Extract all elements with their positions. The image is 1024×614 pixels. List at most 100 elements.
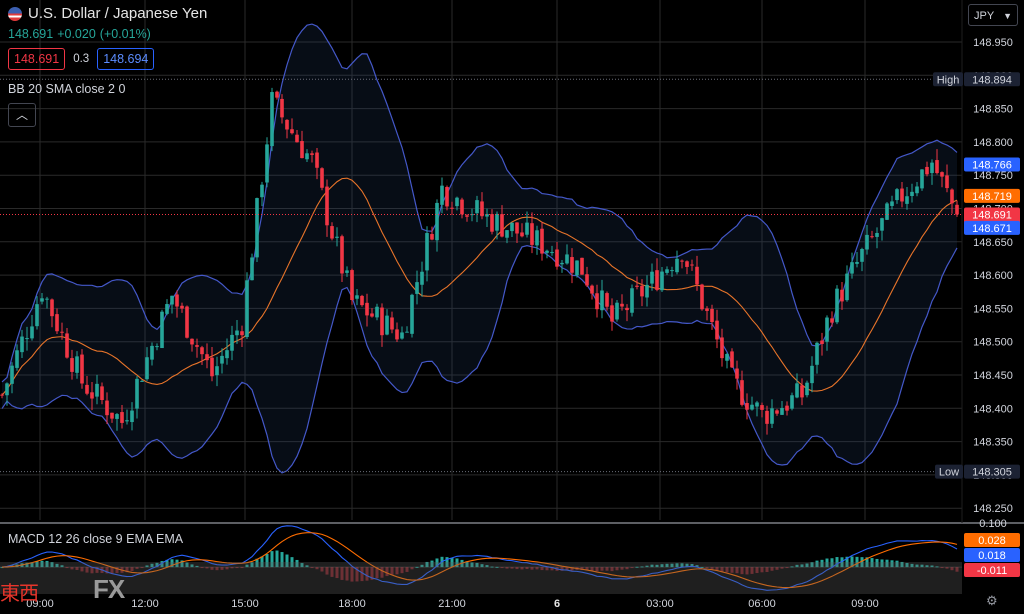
- sell-button[interactable]: 148.691: [8, 48, 66, 70]
- candle-body: [250, 257, 254, 281]
- candle: [880, 217, 884, 241]
- macd-hist-bar: [690, 564, 694, 568]
- macd-hist-bar: [825, 558, 829, 568]
- price-tick: 148.600: [973, 270, 1013, 282]
- time-tick: 15:00: [231, 598, 259, 610]
- macd-hist-bar: [905, 562, 909, 568]
- candle: [280, 94, 284, 124]
- candle: [435, 199, 439, 252]
- macd-hist-bar: [220, 567, 224, 570]
- candle-body: [180, 305, 184, 309]
- macd-hist-bar: [50, 562, 54, 568]
- candle: [925, 161, 929, 177]
- candle: [820, 332, 824, 356]
- candle: [700, 283, 704, 311]
- macd-hist-bar: [180, 560, 184, 568]
- candle-body: [460, 199, 464, 215]
- macd-hist-bar: [470, 562, 474, 568]
- macd-hist-bar: [265, 553, 269, 568]
- time-tick: 09:00: [26, 598, 54, 610]
- candle: [105, 392, 109, 425]
- bollinger-legend[interactable]: BB 20 SMA close 2 0: [8, 82, 126, 96]
- candle-body: [315, 152, 319, 168]
- candle-body: [145, 357, 149, 380]
- candle-body: [475, 200, 479, 214]
- candle-body: [225, 350, 229, 359]
- candle-body: [860, 248, 864, 262]
- candle-body: [5, 383, 9, 396]
- macd-hist-bar: [655, 564, 659, 568]
- candle-body: [565, 254, 569, 264]
- candle-body: [0, 394, 4, 396]
- macd-hist-bar: [650, 564, 654, 568]
- candle-body: [575, 260, 579, 276]
- candle-body: [635, 285, 639, 287]
- macd-hist-bar: [615, 567, 619, 571]
- candle-body: [585, 274, 589, 286]
- band-fill: [2, 24, 957, 473]
- candle-body: [895, 189, 899, 201]
- candle: [270, 87, 274, 152]
- candle-body: [115, 414, 119, 419]
- candle: [160, 309, 164, 349]
- candle: [895, 188, 899, 204]
- candle-body: [75, 356, 79, 373]
- macd-hist-bar: [805, 563, 809, 568]
- candle: [440, 177, 444, 214]
- candle-body: [160, 311, 164, 349]
- macd-hist-bar: [150, 563, 154, 568]
- buy-button[interactable]: 148.694: [97, 48, 155, 70]
- macd-hist-bar: [670, 563, 674, 568]
- macd-hist-bar: [310, 567, 314, 569]
- macd-hist-bar: [770, 567, 774, 571]
- candle: [365, 293, 369, 327]
- candle-body: [695, 266, 699, 285]
- candle: [70, 349, 74, 380]
- macd-hist-bar: [695, 565, 699, 568]
- candle: [350, 268, 354, 305]
- settings-gear-icon[interactable]: ⚙: [986, 593, 998, 608]
- candle-body: [645, 284, 649, 298]
- candle-body: [905, 196, 909, 204]
- candle-body: [440, 185, 444, 205]
- candle: [530, 212, 534, 254]
- candle: [420, 261, 424, 297]
- candle: [360, 294, 364, 307]
- candle: [215, 356, 219, 387]
- macd-hist-bar: [205, 567, 209, 569]
- collapse-legend-button[interactable]: ︿: [8, 103, 36, 127]
- candle: [755, 400, 759, 417]
- svg-text:High: High: [937, 74, 960, 86]
- candle-body: [350, 270, 354, 301]
- macd-hist-bar: [925, 565, 929, 568]
- candles: [0, 87, 959, 435]
- macd-hist-bar: [765, 567, 769, 572]
- time-tick: 03:00: [646, 598, 674, 610]
- price-tick: 148.450: [973, 370, 1013, 382]
- candle: [390, 311, 394, 334]
- candle-body: [605, 293, 609, 307]
- currency-selector[interactable]: JPY ▼: [968, 4, 1018, 26]
- candle-body: [920, 169, 924, 189]
- candle-body: [85, 384, 89, 394]
- symbol-header[interactable]: U.S. Dollar / Japanese Yen: [8, 5, 207, 22]
- macd-hist-bar: [455, 558, 459, 568]
- candle-body: [820, 340, 824, 344]
- macd-hist-bar: [295, 559, 299, 568]
- candle-body: [465, 215, 469, 217]
- macd-hist-bar: [715, 567, 719, 571]
- candle: [565, 244, 569, 265]
- macd-hist-bar: [915, 564, 919, 568]
- candle-body: [420, 271, 424, 285]
- macd-hist-bar: [760, 567, 764, 573]
- candle-body: [405, 331, 409, 333]
- candle-body: [240, 331, 244, 336]
- candle: [165, 299, 169, 316]
- macd-legend[interactable]: MACD 12 26 close 9 EMA EMA: [8, 532, 184, 546]
- candle: [865, 225, 869, 255]
- candle-body: [330, 226, 334, 239]
- currency-label: JPY: [974, 10, 995, 22]
- candle: [645, 275, 649, 307]
- candle-body: [845, 273, 849, 301]
